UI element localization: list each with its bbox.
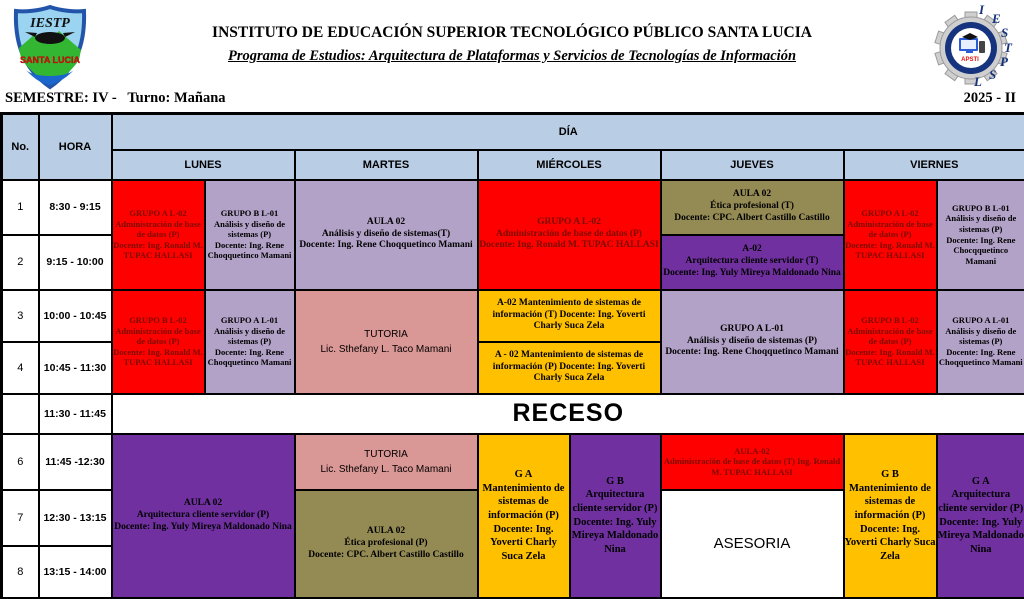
gear-letter-p: P [1000, 54, 1009, 69]
period-number-1: 1 [0, 178, 40, 236]
col-header-viernes: VIERNES [842, 148, 1024, 181]
cell-lunes-p678-arquitectura: AULA 02 Arquitectura cliente servidor (P… [110, 432, 296, 599]
period-number-receso [0, 392, 40, 435]
cell-viernes-p34-grupo-b: GRUPO B L-02 Administración de base de d… [842, 288, 938, 395]
receso-banner: RECESO [110, 392, 1024, 435]
cell-lunes-p34-grupo-b: GRUPO B L-02 Administración de base de d… [110, 288, 206, 395]
cell-lunes-p34-grupo-a: GRUPO A L-01 Análisis y diseño de sistem… [203, 288, 296, 395]
col-header-hora: HORA [37, 112, 113, 181]
time-7: 12:30 - 13:15 [37, 488, 113, 547]
period-number-2: 2 [0, 233, 40, 291]
cell-lunes-p12-grupo-b: GRUPO B L-01 Análisis y diseño de sistem… [203, 178, 296, 291]
cell-viernes-p12-grupo-a: GRUPO A L-02 Administración de base de d… [842, 178, 938, 291]
gear-letter-t: T [1004, 40, 1013, 55]
col-header-jueves: JUEVES [659, 148, 845, 181]
cell-martes-p12-aula02: AULA 02 Análisis y diseño de sistemas(T)… [293, 178, 479, 291]
period-number-6: 6 [0, 432, 40, 491]
cell-miercoles-p12-grupo-a: GRUPO A L-02 Administración de base de d… [476, 178, 662, 291]
shield-santa-lucia-text: SANTA LUCIA [20, 55, 80, 65]
period-number-3: 3 [0, 288, 40, 343]
cell-jueves-p2-arquitectura: A-02 Arquitectura cliente servidor (T) D… [659, 233, 845, 291]
shield-icon: IESTP SANTA LUCIA [13, 4, 87, 90]
period-number-4: 4 [0, 340, 40, 395]
time-2: 9:15 - 10:00 [37, 233, 113, 291]
cell-miercoles-p3-mantenimiento-t: A-02 Mantenimiento de sistemas de inform… [476, 288, 662, 343]
cell-martes-p6-tutoria: TUTORIA Lic. Sthefany L. Taco Mamani [293, 432, 479, 491]
gear-apsti-text: APSTI [961, 57, 979, 63]
iestp-santa-lucia-shield-logo: IESTP SANTA LUCIA [10, 4, 90, 90]
cell-miercoles-p4-mantenimiento-p: A - 02 Mantenimiento de sistemas de info… [476, 340, 662, 395]
gear-letter-s: S [1001, 25, 1008, 40]
period-number-8: 8 [0, 544, 40, 599]
iestp-ls-gear-logo: APSTI I E S T P L S [930, 2, 1020, 92]
col-header-dia: DÍA [110, 112, 1024, 151]
cell-miercoles-p678-ga-mantenimiento: G A Mantenimiento de sistemas de informa… [476, 432, 571, 599]
cell-jueves-p34-grupo-a: GRUPO A L-01 Análisis y diseño de sistem… [659, 288, 845, 395]
gear-letter-e: E [991, 11, 1001, 26]
time-3: 10:00 - 10:45 [37, 288, 113, 343]
cell-martes-p78-etica: AULA 02 Ética profesional (P) Docente: C… [293, 488, 479, 599]
cell-viernes-p34-grupo-a: GRUPO A L-01 Análisis y diseño de sistem… [935, 288, 1024, 395]
cell-jueves-p6-administracion: AULA-02 Administración de base de datos … [659, 432, 845, 491]
col-header-no: No. [0, 112, 40, 181]
time-receso: 11:30 - 11:45 [37, 392, 113, 435]
cell-viernes-p678-ga-arquitectura: G A Arquitectura cliente servidor (P) Do… [935, 432, 1024, 599]
time-1: 8:30 - 9:15 [37, 178, 113, 236]
institute-title: INSTITUTO DE EDUCACIÓN SUPERIOR TECNOLÓG… [212, 24, 812, 41]
program-subtitle: Programa de Estudios: Arquitectura de Pl… [227, 48, 797, 64]
col-header-martes: MARTES [293, 148, 479, 181]
gear-letter-i: I [978, 2, 985, 17]
col-header-lunes: LUNES [110, 148, 296, 181]
cell-viernes-p678-gb-mantenimiento: G B Mantenimiento de sistemas de informa… [842, 432, 938, 599]
cell-viernes-p12-grupo-b: GRUPO B L-01 Análisis y diseño de sistem… [935, 178, 1024, 291]
cell-lunes-p12-grupo-a: GRUPO A L-02 Administración de base de d… [110, 178, 206, 291]
time-4: 10:45 - 11:30 [37, 340, 113, 395]
period-number-7: 7 [0, 488, 40, 547]
cell-miercoles-p678-gb-arquitectura: G B Arquitectura cliente servidor (P) Do… [568, 432, 662, 599]
cell-jueves-p78-asesoria: ASESORIA [659, 488, 845, 599]
time-8: 13:15 - 14:00 [37, 544, 113, 599]
shield-iestp-text: IESTP [29, 16, 70, 31]
gear-letter-l: L [973, 74, 982, 89]
cell-martes-p34-tutoria: TUTORIA Lic. Sthefany L. Taco Mamani [293, 288, 479, 395]
cell-jueves-p1-etica: AULA 02 Ética profesional (T) Docente: C… [659, 178, 845, 236]
academic-period-label: 2025 - II [963, 90, 1016, 106]
schedule-table: No. HORA DÍA LUNES MARTES MIÉRCOLES JUEV… [0, 112, 1024, 599]
time-6: 11:45 -12:30 [37, 432, 113, 491]
gear-letter-s2: S [989, 67, 996, 82]
semester-shift-label: SEMESTRE: IV - Turno: Mañana [5, 90, 226, 106]
gear-icon: APSTI I E S T P L S [934, 2, 1013, 89]
col-header-miercoles: MIÉRCOLES [476, 148, 662, 181]
